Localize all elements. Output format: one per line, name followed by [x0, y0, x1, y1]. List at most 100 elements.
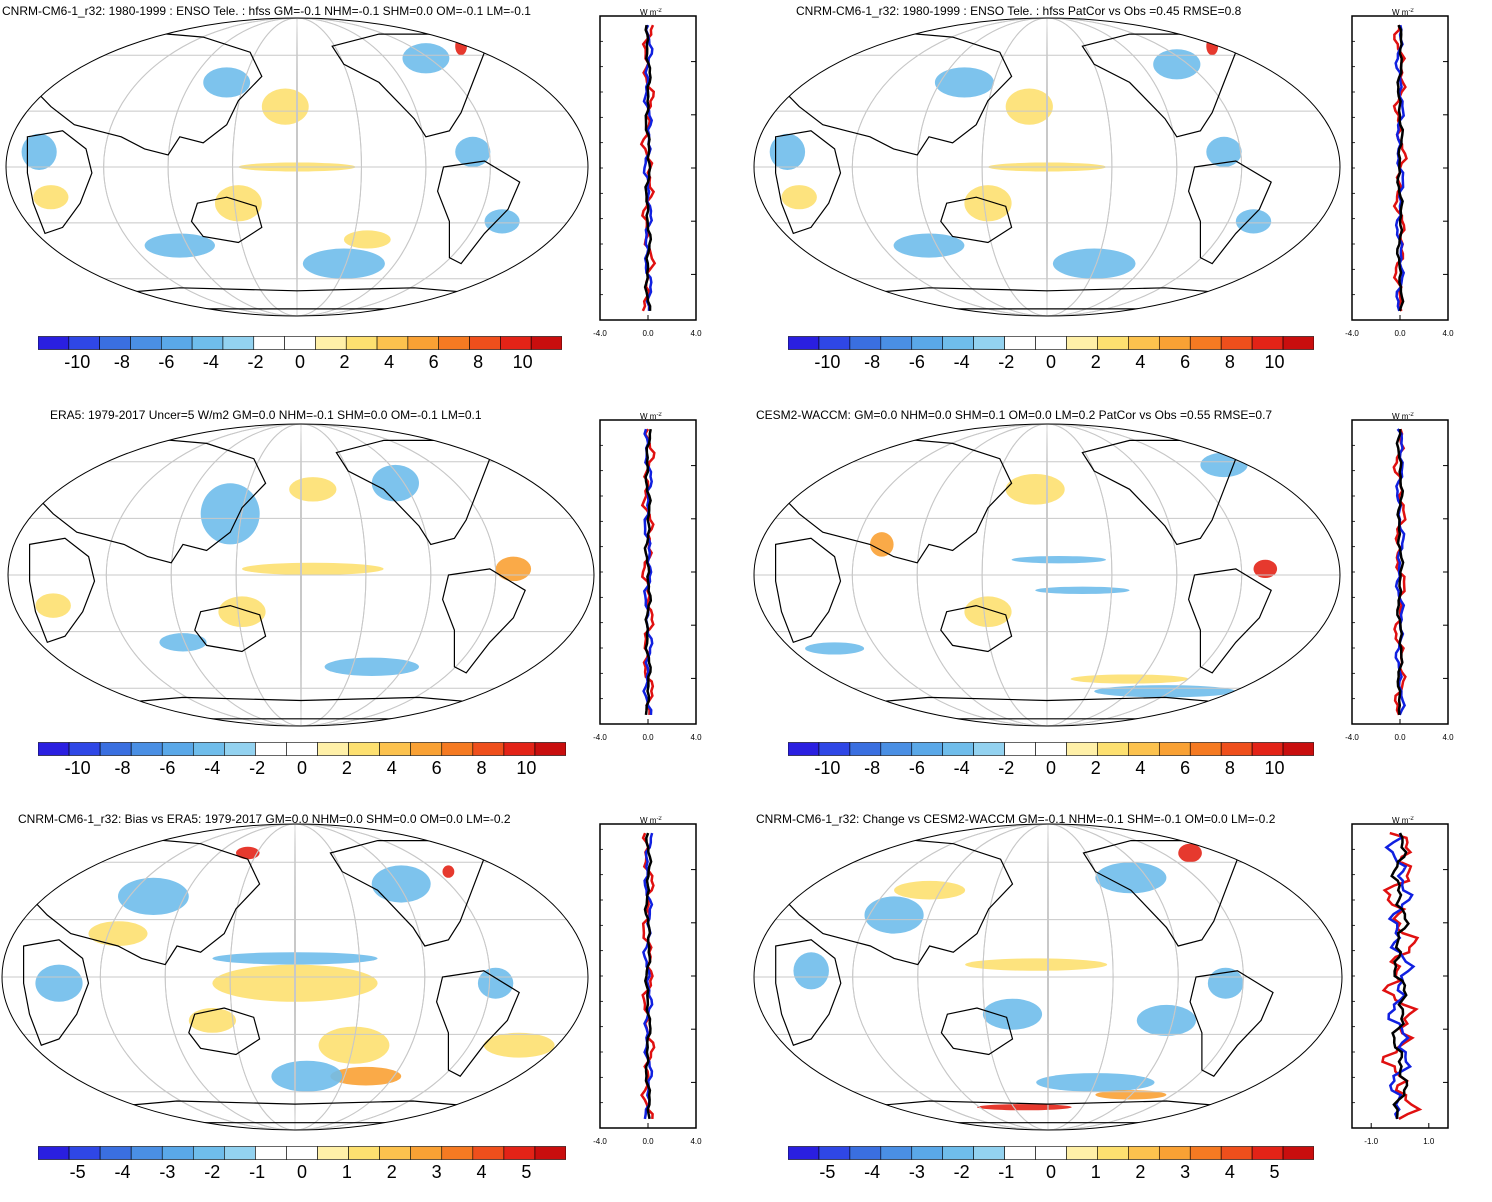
colorbar-swatch — [161, 1146, 194, 1160]
colorbar-tick-label: -2 — [249, 758, 266, 778]
panel-title: CNRM-CM6-1_r32: Bias vs ERA5: 1979-2017 … — [18, 812, 511, 826]
colorbar-tick-label: 2 — [341, 758, 352, 778]
meridian-line — [105, 424, 497, 726]
colorbar-tick-label: -10 — [64, 758, 91, 778]
colorbar-swatch — [315, 336, 347, 350]
meridian-line — [981, 424, 1113, 726]
colorbar-swatch — [1220, 336, 1253, 350]
colorbar-swatch — [1251, 742, 1284, 756]
zonal-mean-line — [643, 24, 653, 311]
x-tick-label: 4.0 — [690, 1137, 702, 1146]
meridian-line — [916, 18, 1178, 316]
colorbar-tick-label: -8 — [864, 758, 881, 778]
colorbar-tick-label: 4 — [1224, 1162, 1235, 1182]
meridian-line — [99, 824, 491, 1130]
meridian-line — [229, 824, 361, 1130]
continent-outline — [28, 836, 261, 966]
colorbar-tick-label: -6 — [159, 758, 176, 778]
anomaly-patch — [236, 846, 260, 860]
continent-outline — [495, 24, 545, 53]
panel-title: CNRM-CM6-1_r32: 1980-1999 : ENSO Tele. :… — [796, 4, 1242, 18]
anomaly-patch — [1005, 474, 1065, 505]
colorbar-swatch — [911, 1146, 944, 1160]
unit-superscript: -2 — [656, 8, 662, 14]
continent-outline — [1246, 24, 1296, 53]
meridian-line — [917, 824, 1179, 1130]
colorbar-swatch — [942, 336, 974, 350]
colorbar-tick-label: 0 — [296, 758, 308, 778]
colorbar-tick-label: 8 — [473, 352, 484, 372]
anomaly-patch — [934, 67, 994, 98]
colorbar-swatch — [345, 336, 378, 350]
colorbar-tick-label: 2 — [1135, 1162, 1146, 1182]
panel-2: CNRM-CM6-1_r32: 1980-1999 : ENSO Tele. :… — [746, 0, 1492, 394]
anomaly-patch — [1052, 248, 1136, 279]
map-border — [7, 423, 595, 727]
meridian-line — [294, 824, 296, 1130]
meridian-line — [1046, 18, 1048, 316]
colorbar-swatch — [942, 1146, 974, 1160]
colorbar-swatch — [38, 742, 70, 756]
colorbar-tick-label: 8 — [476, 758, 487, 778]
colorbar-swatch — [410, 742, 443, 756]
anomaly-patch — [1207, 967, 1244, 999]
colorbar-labels: -10 -8 -6 -4 -2 0 2 4 6 8 10 — [788, 352, 1314, 376]
anomaly-patch — [442, 865, 455, 878]
colorbar-swatch — [1282, 1146, 1314, 1160]
colorbar-swatch — [880, 336, 913, 350]
meridian-line — [300, 424, 302, 726]
colorbar-tick-label: 6 — [1180, 352, 1191, 372]
anomaly-patch — [88, 921, 148, 946]
unit-superscript: -2 — [656, 816, 662, 822]
colorbar-tick-label: 10 — [512, 352, 533, 372]
panel-6: CNRM-CM6-1_r32: Change vs CESM2-WACCM GM… — [746, 808, 1492, 1202]
anomaly-patch — [324, 657, 419, 676]
continent-outline — [23, 939, 90, 1046]
colorbar-tick-label: 3 — [1180, 1162, 1191, 1182]
x-tick-label: 0.0 — [642, 329, 654, 338]
anomaly-patch — [1178, 843, 1202, 863]
colorbar-swatch — [1035, 742, 1067, 756]
colorbar — [788, 1146, 1314, 1160]
anomaly-patch — [318, 1026, 390, 1064]
colorbar-swatch — [441, 742, 474, 756]
anomaly-patch — [976, 1104, 1072, 1111]
colorbar-swatch — [192, 742, 225, 756]
anomaly-patch — [35, 593, 71, 618]
colorbar-tick-label: 5 — [521, 1162, 532, 1182]
colorbar-swatch — [410, 1146, 443, 1160]
x-tick-label: 4.0 — [690, 733, 702, 742]
anomaly-patch — [117, 877, 189, 915]
continent-outline — [1246, 430, 1296, 460]
unit-label: W m-2 — [640, 412, 662, 421]
unit-label: W m-2 — [1392, 8, 1414, 17]
colorbar-swatch — [911, 336, 944, 350]
colorbar-tick-label: 0 — [1045, 1162, 1057, 1182]
map-border — [753, 423, 1341, 727]
meridian-line — [1046, 424, 1048, 726]
continent-outline — [436, 160, 521, 265]
colorbar-swatch — [500, 336, 532, 350]
continent-outline — [34, 436, 267, 564]
colorbar-swatch — [68, 336, 100, 350]
colorbar-swatch — [1035, 1146, 1067, 1160]
colorbar-swatch — [849, 1146, 882, 1160]
colorbar-swatch — [1128, 336, 1160, 350]
colorbar-swatch — [348, 1146, 380, 1160]
colorbar-swatch — [788, 336, 820, 350]
anomaly-patch — [1035, 586, 1130, 594]
colorbar-swatch — [1282, 742, 1314, 756]
meridian-line — [982, 824, 1114, 1130]
colorbar-tick-label: 4 — [476, 1162, 487, 1182]
anomaly-patch — [1253, 559, 1278, 579]
panel-4: CESM2-WACCM: GM=0.0 NHM=0.0 SHM=0.1 OM=0… — [746, 404, 1492, 798]
continent-outline — [780, 436, 1013, 564]
x-tick-label: 1.0 — [1423, 1137, 1435, 1146]
colorbar-swatch — [130, 742, 163, 756]
map-border — [5, 17, 589, 317]
colorbar — [788, 742, 1314, 756]
anomaly-patch — [1206, 136, 1242, 167]
x-tick-label: 0.0 — [1394, 329, 1406, 338]
colorbar-tick-label: -8 — [864, 352, 881, 372]
colorbar-tick-label: -1 — [249, 1162, 266, 1182]
